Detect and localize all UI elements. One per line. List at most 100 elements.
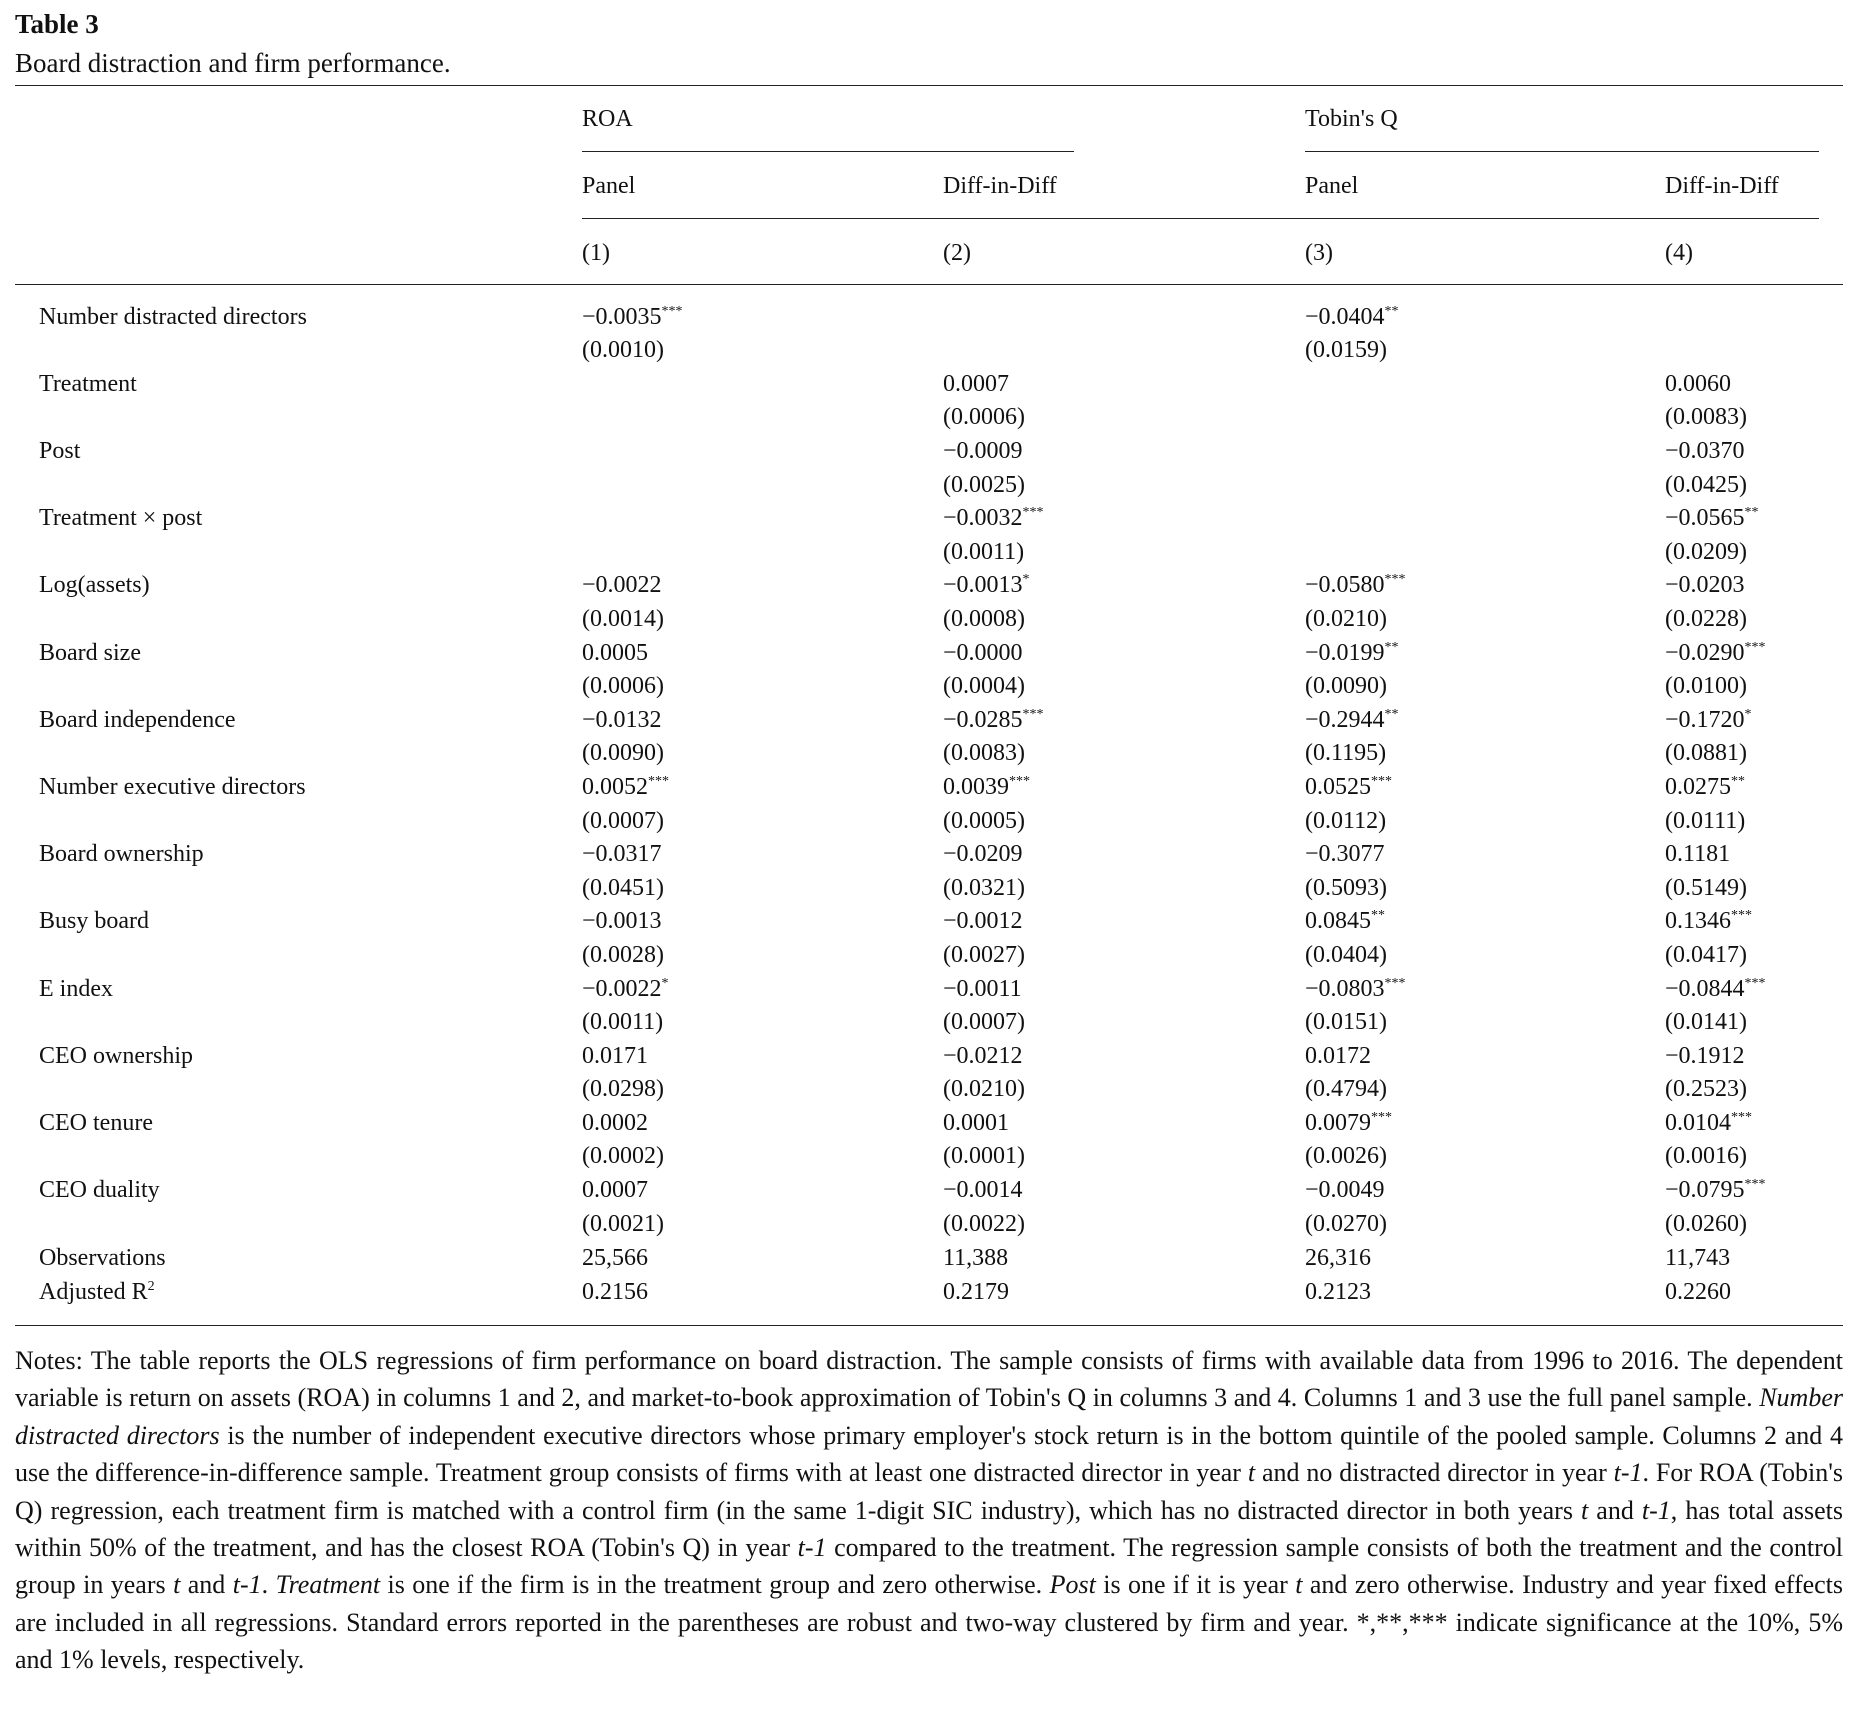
column-number: (3) <box>1305 239 1333 266</box>
note-text: t-1 <box>1641 1495 1671 1525</box>
coefficient-cell: −0.0580*** <box>1305 570 1406 600</box>
notes: Notes: The table reports the OLS regress… <box>15 1342 1843 1679</box>
coefficient: −0.0049 <box>1305 1177 1385 1204</box>
coefficient: −0.0000 <box>943 639 1023 666</box>
coefficient: 0.0079 <box>1305 1109 1371 1136</box>
coefficient-cell: −0.0012 <box>943 906 1023 936</box>
coefficient: −0.0022 <box>582 572 662 599</box>
coefficient: −0.0012 <box>943 908 1023 935</box>
coefficient: −0.0209 <box>943 841 1023 868</box>
row-label: Post <box>39 438 81 465</box>
stat-value: 0.2123 <box>1305 1278 1371 1305</box>
coefficient-cell: −0.0795*** <box>1665 1175 1766 1205</box>
coefficient: −0.0022 <box>582 975 662 1002</box>
significance-stars: *** <box>648 773 669 789</box>
note-text: and <box>1588 1495 1642 1525</box>
coefficient: −0.0032 <box>943 505 1023 532</box>
note-text: Number distracted directors <box>15 1383 1843 1450</box>
coefficient: 0.0002 <box>582 1109 648 1136</box>
row-label: Log(assets) <box>39 572 150 599</box>
standard-error: (0.0022) <box>943 1210 1025 1237</box>
coefficient-cell: −0.1720* <box>1665 705 1752 735</box>
coefficient-cell: 0.1181 <box>1665 839 1730 869</box>
standard-error: (0.0090) <box>582 740 664 767</box>
coefficient: −0.0212 <box>943 1042 1023 1069</box>
row-label: CEO ownership <box>39 1042 193 1069</box>
standard-error: (0.0209) <box>1665 538 1747 565</box>
significance-stars: ** <box>1384 639 1399 655</box>
coefficient: −0.0795 <box>1665 1177 1745 1204</box>
row-label: Treatment × post <box>39 505 203 532</box>
note-text: t <box>1581 1495 1589 1525</box>
coefficient: −0.3077 <box>1305 841 1385 868</box>
row-label: Busy board <box>39 908 149 935</box>
note-text: t-1 <box>232 1570 262 1600</box>
note-text: Post <box>1049 1570 1096 1600</box>
coefficient-cell: −0.0022* <box>582 974 669 1004</box>
coefficient-cell: −0.0032*** <box>943 503 1044 533</box>
coefficient-cell: 0.0171 <box>582 1041 648 1071</box>
coefficient-cell: 0.0052*** <box>582 772 669 802</box>
coefficient-cell: 0.0001 <box>943 1108 1009 1138</box>
significance-stars: ** <box>1731 773 1745 789</box>
significance-stars: *** <box>1731 1109 1752 1125</box>
standard-error: (0.0090) <box>1305 673 1387 700</box>
coefficient-cell: −0.0011 <box>943 974 1022 1004</box>
coefficient: −0.0014 <box>943 1177 1023 1204</box>
coefficient: 0.0005 <box>582 639 648 666</box>
table-title: Table 3 <box>15 9 99 39</box>
coefficient: 0.0007 <box>582 1177 648 1204</box>
stat-label: Adjusted R2 <box>39 1277 155 1307</box>
coefficient-cell: −0.0803*** <box>1305 974 1406 1004</box>
standard-error: (0.0321) <box>943 874 1025 901</box>
coefficient-cell: −0.0009 <box>943 436 1023 466</box>
coefficient: 0.0001 <box>943 1109 1009 1136</box>
stat-label: Observations <box>39 1243 166 1273</box>
coefficient-cell: 0.0172 <box>1305 1041 1371 1071</box>
standard-error: (0.0210) <box>943 1076 1025 1103</box>
row-label: CEO duality <box>39 1177 160 1204</box>
standard-error: (0.0260) <box>1665 1210 1747 1237</box>
standard-error: (0.0228) <box>1665 605 1747 632</box>
coefficient: −0.1720 <box>1665 706 1745 733</box>
standard-error: (0.0027) <box>943 941 1025 968</box>
coefficient-cell: −0.0844*** <box>1665 974 1766 1004</box>
significance-stars: *** <box>661 303 683 319</box>
coefficient-cell: −0.0049 <box>1305 1175 1385 1205</box>
coefficient-cell: 0.0039*** <box>943 772 1030 802</box>
significance-stars: *** <box>1009 773 1030 789</box>
row-label: Board size <box>39 639 141 666</box>
significance-stars: *** <box>1022 706 1044 722</box>
rule <box>15 1325 1843 1326</box>
standard-error: (0.0100) <box>1665 673 1747 700</box>
coefficient-cell: −0.0285*** <box>943 705 1044 735</box>
standard-error: (0.0026) <box>1305 1143 1387 1170</box>
coefficient: 0.0275 <box>1665 773 1731 800</box>
standard-error: (0.0006) <box>582 673 664 700</box>
stat-value: 0.2260 <box>1665 1278 1731 1305</box>
coefficient-cell: −0.0000 <box>943 638 1023 668</box>
significance-stars: ** <box>1371 908 1385 924</box>
standard-error: (0.0021) <box>582 1210 664 1237</box>
stat-label-sup: 2 <box>147 1278 155 1294</box>
standard-error: (0.0010) <box>582 337 664 364</box>
standard-error: (0.0007) <box>943 1009 1025 1036</box>
stat-value: 25,566 <box>582 1245 648 1272</box>
row-label: Treatment <box>39 370 137 397</box>
coefficient-cell: 0.0005 <box>582 638 648 668</box>
significance-stars: * <box>661 975 669 991</box>
coefficient-cell: 0.0060 <box>1665 369 1731 399</box>
coefficient: −0.1912 <box>1665 1042 1745 1069</box>
coefficient-cell: −0.0212 <box>943 1041 1023 1071</box>
rule <box>15 284 1843 285</box>
coefficient: −0.2944 <box>1305 706 1385 733</box>
note-text: compared to the treatment. The regressio… <box>15 1533 1843 1600</box>
coefficient: −0.0404 <box>1305 303 1385 330</box>
note-text: Treatment <box>275 1570 381 1600</box>
standard-error: (0.0083) <box>943 740 1025 767</box>
coefficient-cell: −0.0022 <box>582 570 662 600</box>
standard-error: (0.0404) <box>1305 941 1387 968</box>
note-text: . For ROA (Tobin's Q) regression, each t… <box>15 1458 1843 1525</box>
standard-error: (0.0004) <box>943 673 1025 700</box>
